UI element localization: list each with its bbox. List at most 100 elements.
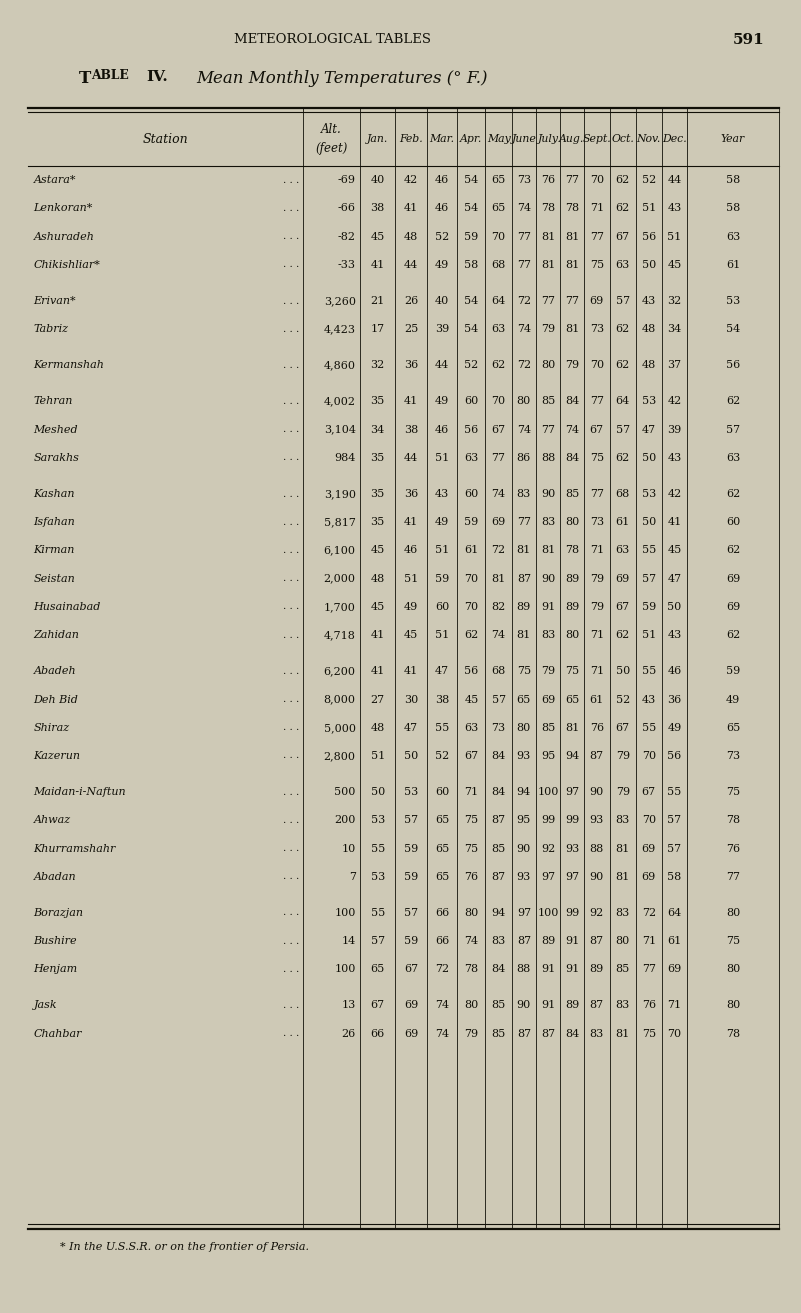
Text: 63: 63 (726, 231, 740, 242)
Text: 71: 71 (642, 936, 656, 947)
Text: 54: 54 (465, 175, 478, 185)
Text: . . .: . . . (284, 844, 300, 853)
Text: 100: 100 (334, 907, 356, 918)
Text: 75: 75 (590, 453, 604, 463)
Text: 81: 81 (616, 1028, 630, 1039)
Text: 74: 74 (465, 936, 478, 947)
Text: 46: 46 (667, 666, 682, 676)
Text: 97: 97 (565, 786, 579, 797)
Text: 76: 76 (590, 722, 604, 733)
Text: 83: 83 (616, 907, 630, 918)
Text: 88: 88 (590, 843, 604, 853)
Text: 26: 26 (341, 1028, 356, 1039)
Text: 75: 75 (726, 936, 740, 947)
Text: 94: 94 (492, 907, 505, 918)
Text: 48: 48 (642, 360, 656, 370)
Text: May: May (487, 134, 510, 144)
Text: 73: 73 (590, 324, 604, 335)
Text: 5,817: 5,817 (324, 517, 356, 528)
Text: 88: 88 (541, 453, 555, 463)
Text: Henjam: Henjam (34, 964, 78, 974)
Text: 60: 60 (435, 601, 449, 612)
Text: 69: 69 (541, 695, 555, 705)
Text: 56: 56 (667, 751, 682, 762)
Text: Borazjan: Borazjan (34, 907, 83, 918)
Text: 100: 100 (537, 907, 558, 918)
Text: 2,800: 2,800 (324, 751, 356, 762)
Text: 44: 44 (404, 453, 418, 463)
Text: 88: 88 (517, 964, 531, 974)
Text: 81: 81 (565, 231, 579, 242)
Text: 38: 38 (371, 204, 384, 214)
Text: 49: 49 (435, 260, 449, 270)
Text: 80: 80 (465, 907, 478, 918)
Text: 83: 83 (616, 815, 630, 826)
Text: 65: 65 (492, 204, 505, 214)
Text: 71: 71 (590, 666, 604, 676)
Text: 43: 43 (667, 204, 682, 214)
Text: 62: 62 (465, 630, 478, 641)
Text: 90: 90 (541, 488, 555, 499)
Text: 69: 69 (616, 574, 630, 584)
Text: 57: 57 (616, 424, 630, 435)
Text: 90: 90 (517, 1001, 531, 1011)
Text: 49: 49 (435, 517, 449, 528)
Text: 77: 77 (492, 453, 505, 463)
Text: . . .: . . . (284, 788, 300, 797)
Text: 80: 80 (465, 1001, 478, 1011)
Text: 37: 37 (667, 360, 682, 370)
Text: -66: -66 (338, 204, 356, 214)
Text: 53: 53 (404, 786, 418, 797)
Text: . . .: . . . (284, 324, 300, 334)
Text: 69: 69 (726, 574, 740, 584)
Text: 84: 84 (492, 786, 505, 797)
Text: 84: 84 (492, 751, 505, 762)
Text: 94: 94 (517, 786, 531, 797)
Text: 5,000: 5,000 (324, 722, 356, 733)
Text: 84: 84 (565, 397, 579, 407)
Text: 41: 41 (667, 517, 682, 528)
Text: 41: 41 (404, 204, 418, 214)
Text: 93: 93 (517, 751, 531, 762)
Text: . . .: . . . (284, 1029, 300, 1039)
Text: Tabriz: Tabriz (34, 324, 69, 335)
Text: 34: 34 (371, 424, 384, 435)
Text: 87: 87 (492, 872, 505, 882)
Text: Zahidan: Zahidan (34, 630, 79, 641)
Text: Shiraz: Shiraz (34, 722, 70, 733)
Text: 81: 81 (565, 722, 579, 733)
Text: Bushire: Bushire (34, 936, 77, 947)
Text: 70: 70 (465, 601, 478, 612)
Text: -33: -33 (338, 260, 356, 270)
Text: 84: 84 (565, 453, 579, 463)
Text: Abadeh: Abadeh (34, 666, 76, 676)
Text: Dec.: Dec. (662, 134, 686, 144)
Text: 36: 36 (667, 695, 682, 705)
Text: Abadan: Abadan (34, 872, 76, 882)
Text: 87: 87 (517, 574, 531, 584)
Text: 87: 87 (590, 751, 604, 762)
Text: 35: 35 (371, 517, 384, 528)
Text: . . .: . . . (284, 1001, 300, 1010)
Text: 83: 83 (541, 517, 555, 528)
Text: 67: 67 (492, 424, 505, 435)
Text: 81: 81 (541, 545, 555, 555)
Text: 83: 83 (492, 936, 505, 947)
Text: 62: 62 (726, 488, 740, 499)
Text: 73: 73 (492, 722, 505, 733)
Text: 41: 41 (371, 666, 384, 676)
Text: Chahbar: Chahbar (34, 1028, 83, 1039)
Text: 87: 87 (541, 1028, 555, 1039)
Text: 67: 67 (616, 601, 630, 612)
Text: 80: 80 (541, 360, 555, 370)
Text: 95: 95 (517, 815, 531, 826)
Text: 69: 69 (642, 872, 656, 882)
Text: 50: 50 (642, 517, 656, 528)
Text: 79: 79 (541, 324, 555, 335)
Text: 85: 85 (492, 1028, 505, 1039)
Text: 39: 39 (435, 324, 449, 335)
Text: 57: 57 (667, 815, 682, 826)
Text: 81: 81 (565, 260, 579, 270)
Text: 32: 32 (667, 295, 682, 306)
Text: 61: 61 (667, 936, 682, 947)
